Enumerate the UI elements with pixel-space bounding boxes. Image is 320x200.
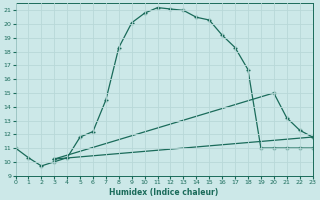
X-axis label: Humidex (Indice chaleur): Humidex (Indice chaleur) xyxy=(109,188,219,197)
